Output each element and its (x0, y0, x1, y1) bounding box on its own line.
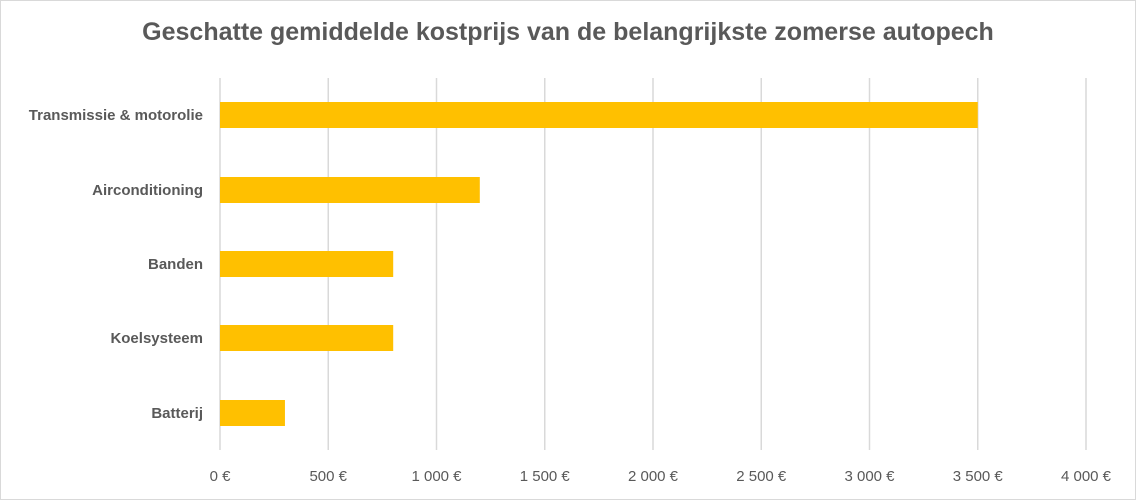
x-tick-label: 3 500 € (953, 468, 1004, 485)
gridlines (219, 78, 1087, 450)
category-label: Koelsysteem (110, 330, 203, 347)
category-label: Banden (148, 256, 203, 273)
x-tick-label: 1 500 € (520, 468, 571, 485)
bar (220, 251, 394, 277)
x-tick-label: 0 € (210, 468, 232, 485)
bar (220, 325, 394, 351)
x-tick-label: 2 500 € (736, 468, 787, 485)
x-tick-label: 1 000 € (411, 468, 462, 485)
bar (220, 400, 285, 426)
x-tick-label: 4 000 € (1061, 468, 1112, 485)
x-tick-label: 3 000 € (844, 468, 895, 485)
x-tick-label: 2 000 € (628, 468, 679, 485)
category-label: Batterij (151, 405, 203, 422)
bar (220, 177, 480, 203)
x-tick-label: 500 € (309, 468, 347, 485)
chart-title: Geschatte gemiddelde kostprijs van de be… (142, 18, 994, 46)
bar (220, 102, 978, 128)
bars (220, 102, 978, 426)
category-label: Transmissie & motorolie (29, 107, 203, 124)
x-axis-tick-labels: 0 € 500 € 1 000 € 1 500 € 2 000 € 2 500 € 3 00… (210, 468, 1112, 485)
category-labels: Transmissie & motorolie Airconditioning Ba… (29, 107, 203, 422)
category-label: Airconditioning (92, 182, 203, 199)
